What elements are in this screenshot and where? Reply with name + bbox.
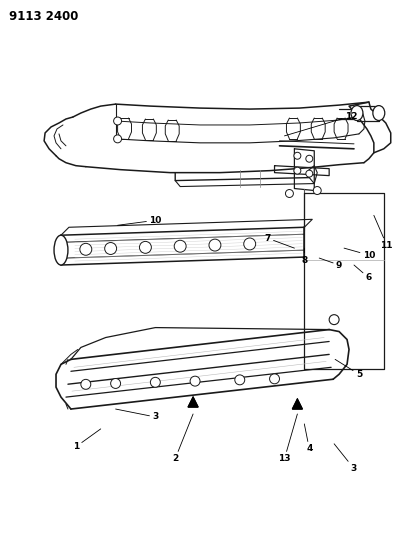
Circle shape xyxy=(190,376,200,386)
Circle shape xyxy=(81,379,91,389)
Text: 9: 9 xyxy=(319,258,342,270)
Circle shape xyxy=(113,135,122,143)
Circle shape xyxy=(294,167,301,174)
Polygon shape xyxy=(292,399,302,409)
Circle shape xyxy=(294,152,301,159)
Circle shape xyxy=(105,243,117,254)
Text: 10: 10 xyxy=(344,248,375,260)
Circle shape xyxy=(235,375,245,385)
Circle shape xyxy=(329,314,339,325)
Circle shape xyxy=(111,378,120,389)
Circle shape xyxy=(313,187,321,195)
Text: 10: 10 xyxy=(118,216,162,225)
Circle shape xyxy=(174,240,186,252)
Text: 1: 1 xyxy=(73,429,101,451)
Text: 5: 5 xyxy=(335,359,362,379)
Circle shape xyxy=(306,170,313,177)
Text: 13: 13 xyxy=(278,414,298,463)
Text: 8: 8 xyxy=(301,248,307,264)
Circle shape xyxy=(139,241,151,253)
Ellipse shape xyxy=(373,106,385,120)
Circle shape xyxy=(113,117,122,125)
Text: 9113 2400: 9113 2400 xyxy=(9,10,79,23)
Polygon shape xyxy=(188,397,198,407)
Text: 7: 7 xyxy=(264,233,294,248)
Circle shape xyxy=(286,190,293,197)
Circle shape xyxy=(80,244,92,255)
Text: 3: 3 xyxy=(115,409,159,422)
Ellipse shape xyxy=(351,106,363,120)
Text: 11: 11 xyxy=(374,215,393,249)
Ellipse shape xyxy=(54,235,68,265)
Circle shape xyxy=(150,377,160,387)
Circle shape xyxy=(244,238,256,250)
Text: 6: 6 xyxy=(354,265,372,282)
Circle shape xyxy=(306,155,313,162)
Text: 12: 12 xyxy=(284,111,357,136)
Circle shape xyxy=(270,374,279,384)
Text: 3: 3 xyxy=(334,444,357,473)
Text: 4: 4 xyxy=(304,424,312,453)
Circle shape xyxy=(209,239,221,251)
Text: 2: 2 xyxy=(172,414,193,463)
